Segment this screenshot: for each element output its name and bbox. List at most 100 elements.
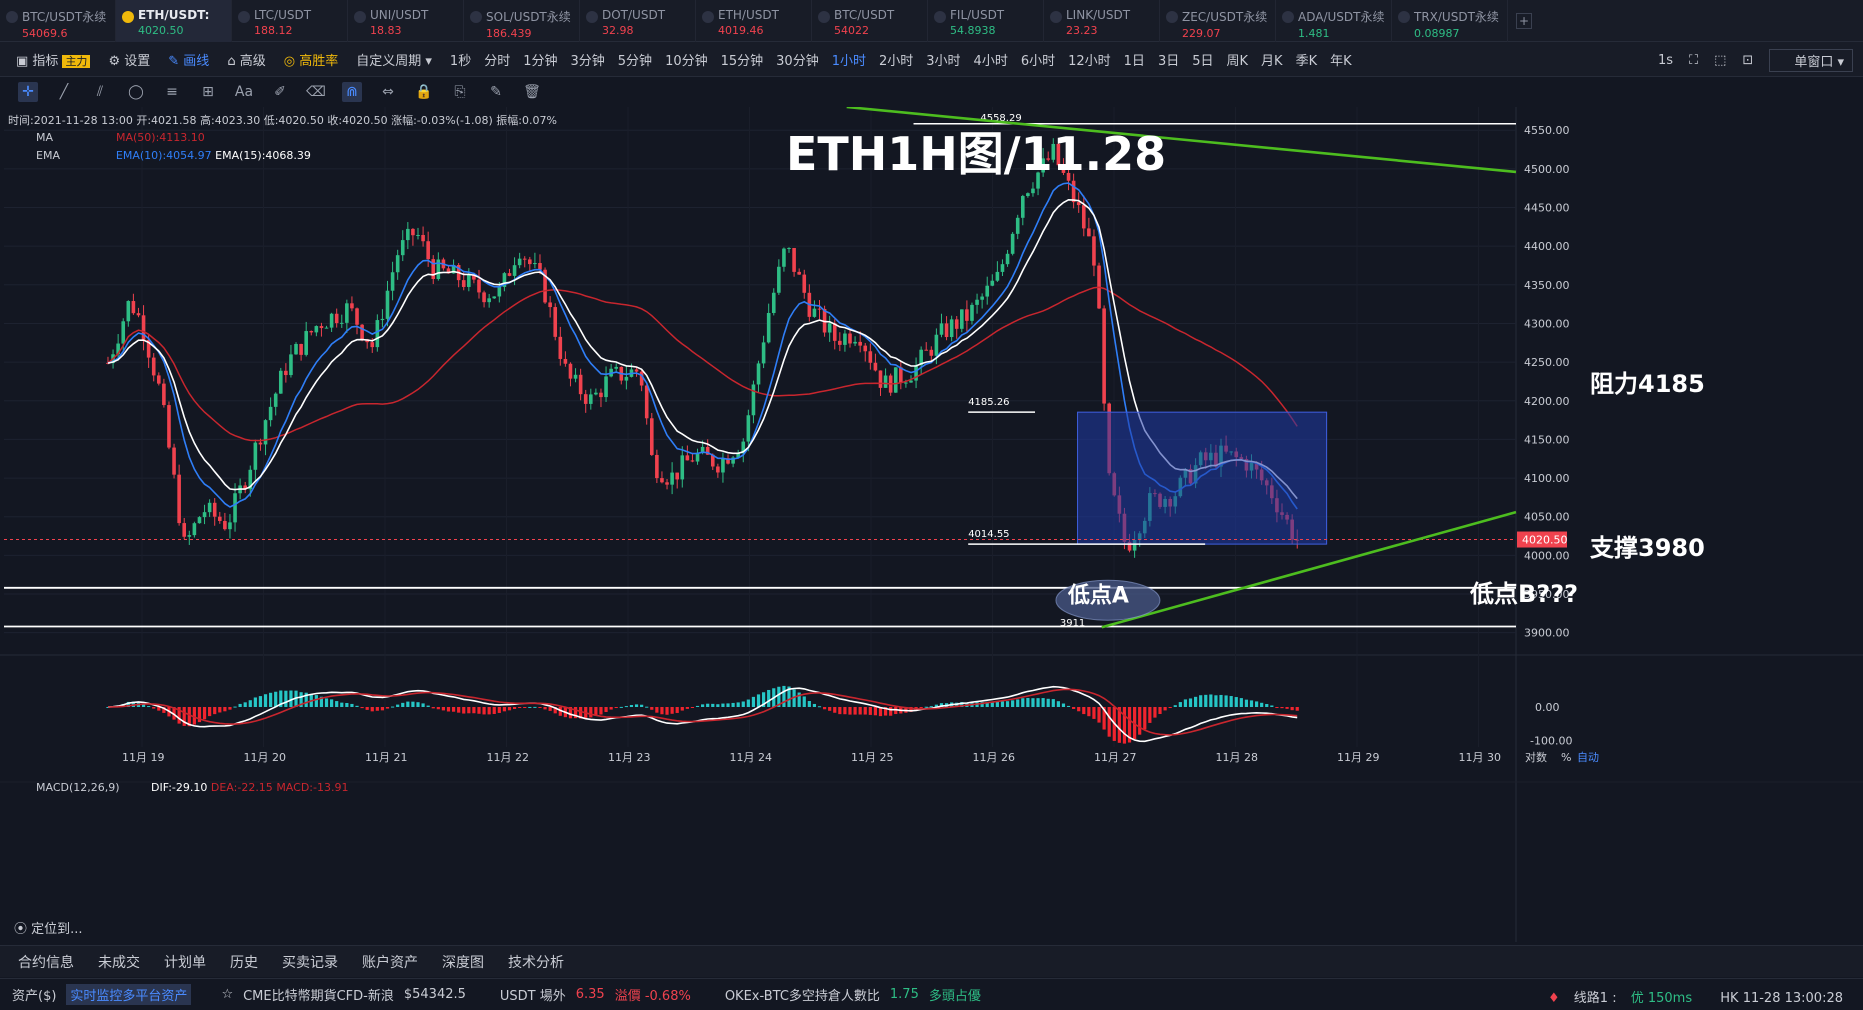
ticker-tab[interactable]: ZEC/USDT永续 229.07 (1160, 0, 1276, 42)
indicator-button[interactable]: ▣ 指标 主力 (16, 50, 91, 69)
ticker-tab[interactable]: LINK/USDT 23.23 (1044, 0, 1160, 42)
magnet-icon[interactable]: ⋒ (342, 82, 362, 102)
single-window-dropdown[interactable]: 单窗口 ▾ (1769, 49, 1853, 72)
ticker-symbol: FIL/USDT (950, 8, 1005, 22)
advanced-button[interactable]: ⌂ 高级 (227, 50, 265, 69)
period-option[interactable]: 周K (1226, 53, 1249, 69)
candle-body (360, 324, 364, 340)
ticker-tab[interactable]: BTC/USDT永续 54069.6 (0, 0, 116, 42)
bottom-tab[interactable]: 未成交 (98, 954, 140, 971)
period-option[interactable]: 季K (1295, 53, 1318, 69)
period-option[interactable]: 5分钟 (617, 53, 653, 69)
macd-bar (624, 706, 628, 708)
period-option[interactable]: 年K (1330, 53, 1352, 69)
candle-body (538, 263, 542, 270)
circle-icon[interactable]: ◯ (128, 84, 144, 100)
macd-bar (335, 701, 339, 707)
trash-icon[interactable]: 🗑 (523, 84, 541, 100)
add-tab-button[interactable]: + (1516, 13, 1532, 29)
period-option[interactable]: 1日 (1123, 53, 1145, 69)
period-option[interactable]: 5日 (1192, 53, 1214, 69)
ticker-tab[interactable]: TRX/USDT永续 0.08987 (1392, 0, 1508, 42)
bottom-tab[interactable]: 合约信息 (18, 954, 74, 971)
settings-icon[interactable]: ⊡ (1742, 53, 1754, 68)
screenshot-icon[interactable]: ⬚ (1714, 53, 1727, 68)
price-axis-label: 4150.00 (1524, 433, 1570, 446)
win-rate-label: 高胜率 (299, 53, 339, 69)
custom-period-dropdown[interactable]: 自定义周期 ▾ (356, 50, 432, 69)
period-option[interactable]: 10分钟 (665, 53, 708, 69)
bottom-tab[interactable]: 账户资产 (362, 954, 418, 971)
interval-label[interactable]: 1s (1657, 53, 1673, 68)
date-axis-label: 11月 30 (1459, 751, 1502, 764)
macd-bar (411, 701, 415, 707)
macd-bar (889, 707, 893, 716)
trend-line-icon[interactable]: ╱ (59, 84, 69, 100)
status-bar: 资产($) 实时监控多平台资产 ☆ CME比特幣期貨CFD-新浪 $54342.… (0, 978, 1863, 1010)
candle-body (385, 290, 390, 319)
period-option[interactable]: 分时 (484, 53, 511, 69)
bottom-tab[interactable]: 历史 (230, 954, 258, 971)
lock-icon[interactable]: 🔒 (415, 84, 433, 100)
candle-body (868, 351, 873, 363)
period-option[interactable]: 1小时 (831, 53, 866, 69)
period-option[interactable]: 12小时 (1068, 53, 1111, 69)
macd-bar (289, 690, 293, 707)
period-option[interactable]: 15分钟 (720, 53, 764, 69)
period-option[interactable]: 4小时 (973, 53, 1008, 69)
period-option[interactable]: 2小时 (878, 53, 914, 69)
edit-icon[interactable]: ✎ (490, 84, 502, 100)
rect-icon[interactable]: ⊞ (202, 84, 214, 100)
bottom-tab[interactable]: 深度图 (442, 954, 484, 971)
star-icon[interactable]: ☆ (221, 987, 234, 1002)
bottom-tab[interactable]: 买卖记录 (282, 954, 338, 971)
chart-canvas[interactable]: 4550.00 4500.00 4450.00 4400.00 4350.00 4300.… (0, 107, 1863, 942)
ticker-tab[interactable]: DOT/USDT 32.98 (580, 0, 696, 42)
period-option[interactable]: 1分钟 (523, 53, 558, 69)
copy-icon[interactable]: ⎘ (454, 84, 466, 100)
ticker-tab[interactable]: FIL/USDT 54.8938 (928, 0, 1044, 42)
ticker-tab[interactable]: ETH/USDT 4019.46 (696, 0, 812, 42)
period-option[interactable]: 3小时 (926, 53, 961, 69)
cme-price: $54342.5 (403, 987, 466, 1002)
ticker-tab[interactable]: ADA/USDT永续 1.481 (1276, 0, 1392, 42)
win-rate-button[interactable]: ◎ 高胜率 (284, 50, 339, 69)
macd-bar (548, 707, 552, 711)
period-option[interactable]: 3分钟 (570, 53, 605, 69)
ray-icon[interactable]: ⫽ (96, 84, 104, 100)
ticker-tab[interactable]: BTC/USDT 54022 (812, 0, 928, 42)
coin-icon (354, 11, 366, 23)
eraser-icon[interactable]: ⌫ (306, 84, 326, 100)
macd-bar (792, 689, 796, 707)
ticker-symbol: ADA/USDT永续 (1298, 10, 1385, 24)
text-aa-icon[interactable]: Aa (234, 84, 254, 100)
bottom-tab[interactable]: 计划单 (164, 954, 206, 971)
period-option[interactable]: 6小时 (1020, 53, 1056, 69)
macd-bar (446, 707, 451, 712)
brush-icon[interactable]: ✐ (274, 84, 286, 100)
period-option[interactable]: 月K (1261, 53, 1283, 69)
asset-monitor-link[interactable]: 实时监控多平台资产 (66, 984, 192, 1005)
candle-body (1061, 165, 1066, 173)
period-option[interactable]: 3日 (1157, 53, 1180, 69)
measure-icon[interactable]: ⇔ (382, 84, 394, 100)
price-axis-label: 3900.00 (1524, 627, 1570, 640)
price-chart[interactable]: 4550.00 4500.00 4450.00 4400.00 4350.00 4300.… (0, 107, 1863, 942)
candle-body (1026, 193, 1030, 197)
ticker-tab[interactable]: LTC/USDT 188.12 (232, 0, 348, 42)
ticker-tab[interactable]: UNI/USDT 18.83 (348, 0, 464, 42)
bottom-tab[interactable]: 技术分析 (508, 954, 564, 971)
ticker-tab[interactable]: SOL/USDT永续 186.439 (464, 0, 580, 42)
candle-body (858, 341, 862, 346)
ticker-tab[interactable]: ETH/USDT: 4020.50 (116, 0, 232, 42)
draw-line-button[interactable]: ✎ 画线 (168, 50, 209, 69)
period-option[interactable]: 30分钟 (776, 53, 819, 69)
crosshair-icon[interactable]: ✛ (18, 82, 38, 102)
period-option[interactable]: 1秒 (449, 53, 472, 69)
level-label-4185: 4185.26 (968, 397, 1009, 408)
fullscreen-icon[interactable]: ⛶ (1689, 53, 1699, 68)
settings-button[interactable]: ⚙ 设置 (108, 50, 150, 69)
locate-button[interactable]: ⦿ 定位到... (14, 918, 83, 937)
channel-icon[interactable]: ≡ (166, 84, 178, 100)
candle-body (700, 446, 705, 453)
